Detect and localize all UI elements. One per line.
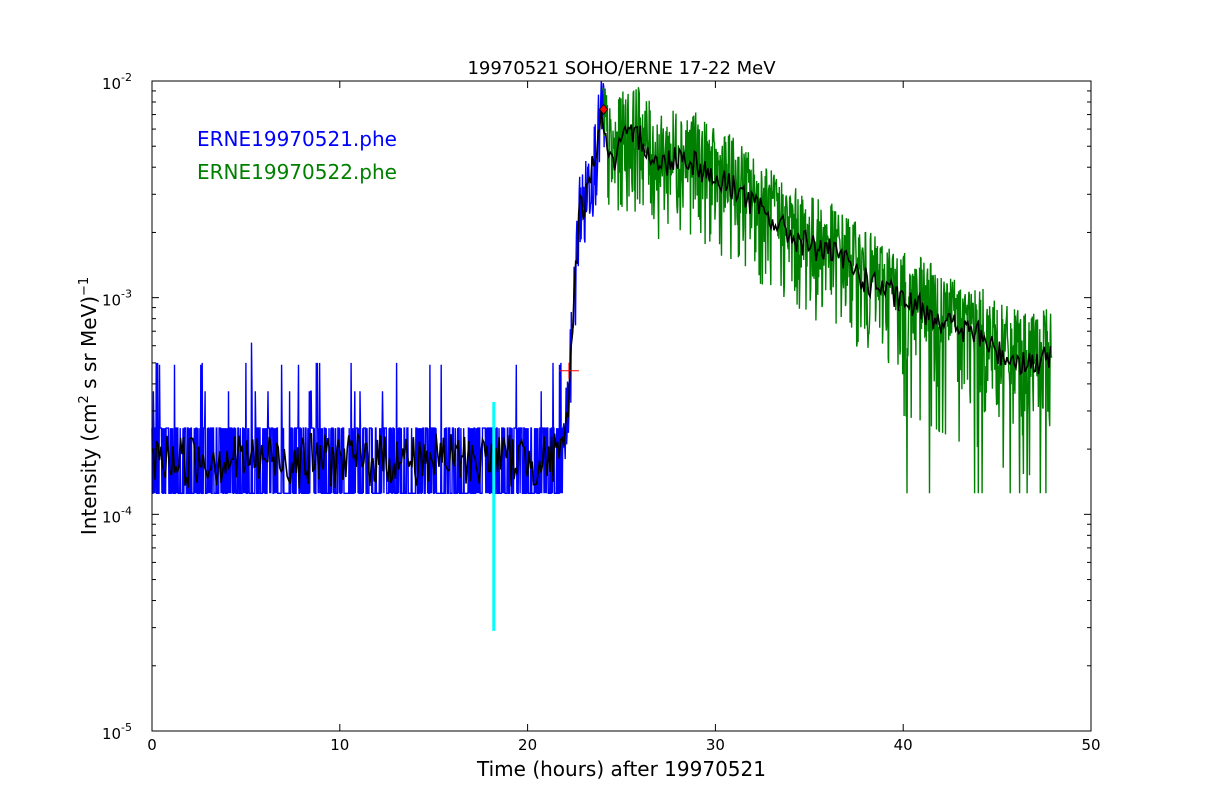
y-tick-label: 10-2 [102, 71, 132, 93]
legend: ERNE19970521.phe ERNE19970522.phe [197, 127, 397, 184]
marker-layer [492, 103, 609, 631]
x-tick-label: 20 [518, 736, 537, 754]
series-line-green [602, 87, 1053, 494]
y-axis-label: Intensity (cm2 s sr MeV)−1 [77, 277, 101, 535]
y-tick-exponent: -2 [121, 71, 132, 84]
series-line-blue [151, 80, 606, 494]
y-tick-label: 10-5 [102, 721, 132, 743]
legend-entry-0: ERNE19970521.phe [197, 127, 397, 151]
x-tick-label: 40 [894, 736, 913, 754]
x-tick-label: 30 [706, 736, 725, 754]
y-tick-base: 10 [102, 725, 121, 743]
y-axis-label-sup1: 2 [77, 395, 92, 403]
y-axis-label-mid: s sr MeV) [77, 296, 101, 395]
x-tick-label: 50 [1081, 736, 1100, 754]
y-tick-exponent: -3 [121, 288, 132, 301]
y-axis-label-sup2: −1 [77, 277, 92, 296]
x-tick-label: 10 [330, 736, 349, 754]
y-tick-exponent: -5 [121, 721, 132, 734]
y-tick-base: 10 [102, 75, 121, 93]
y-tick-label: 10-3 [102, 288, 132, 310]
y-tick-exponent: -4 [121, 504, 132, 517]
red-diamond-marker [599, 103, 609, 115]
y-tick-label: 10-4 [102, 504, 132, 526]
x-axis-label: Time (hours) after 19970521 [476, 757, 766, 781]
plot-frame [151, 80, 1092, 732]
chart-title: 19970521 SOHO/ERNE 17-22 MeV [467, 58, 776, 79]
y-axis-label-main: Intensity (cm [77, 403, 101, 535]
legend-entry-1: ERNE19970522.phe [197, 160, 397, 184]
x-tick-label: 0 [147, 736, 157, 754]
y-tick-base: 10 [102, 292, 121, 310]
y-tick-base: 10 [102, 508, 121, 526]
